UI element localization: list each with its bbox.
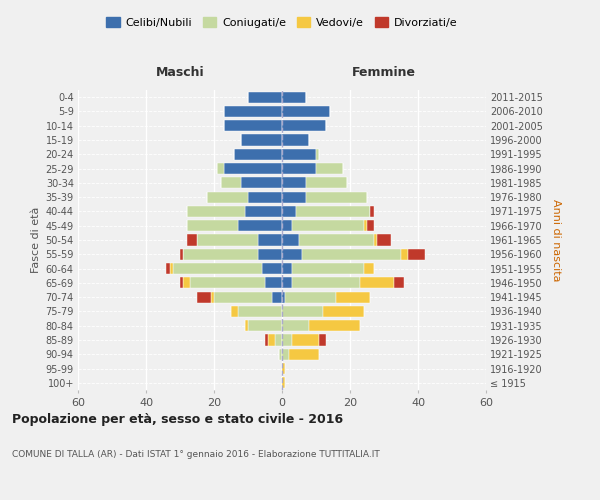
Bar: [282, 234, 299, 246]
Bar: [292, 334, 319, 345]
Bar: [282, 106, 329, 117]
Bar: [289, 348, 319, 360]
Bar: [217, 163, 224, 174]
Bar: [364, 220, 367, 232]
Bar: [401, 248, 408, 260]
Bar: [190, 278, 265, 288]
Bar: [245, 320, 248, 332]
Bar: [187, 220, 238, 232]
Bar: [282, 306, 323, 317]
Bar: [282, 248, 302, 260]
Bar: [367, 220, 374, 232]
Bar: [268, 334, 275, 345]
Bar: [265, 278, 282, 288]
Bar: [408, 248, 425, 260]
Bar: [337, 292, 370, 302]
Bar: [286, 292, 337, 302]
Bar: [282, 263, 292, 274]
Bar: [319, 334, 326, 345]
Bar: [282, 378, 286, 388]
Bar: [323, 306, 364, 317]
Text: Maschi: Maschi: [155, 66, 205, 78]
Bar: [248, 320, 282, 332]
Bar: [282, 348, 289, 360]
Bar: [221, 178, 241, 188]
Bar: [282, 148, 316, 160]
Bar: [187, 206, 245, 217]
Bar: [282, 120, 326, 132]
Bar: [394, 278, 404, 288]
Bar: [282, 134, 309, 145]
Bar: [238, 220, 282, 232]
Bar: [282, 178, 306, 188]
Bar: [197, 292, 211, 302]
Bar: [173, 263, 262, 274]
Bar: [282, 278, 292, 288]
Bar: [316, 148, 319, 160]
Bar: [187, 234, 197, 246]
Bar: [275, 334, 282, 345]
Bar: [316, 163, 343, 174]
Bar: [258, 234, 282, 246]
Bar: [258, 248, 282, 260]
Bar: [302, 248, 401, 260]
Bar: [241, 178, 282, 188]
Bar: [224, 163, 282, 174]
Bar: [211, 292, 214, 302]
Bar: [238, 306, 282, 317]
Bar: [292, 278, 360, 288]
Bar: [184, 278, 190, 288]
Bar: [180, 278, 184, 288]
Bar: [170, 263, 173, 274]
Bar: [207, 192, 248, 202]
Text: COMUNE DI TALLA (AR) - Dati ISTAT 1° gennaio 2016 - Elaborazione TUTTITALIA.IT: COMUNE DI TALLA (AR) - Dati ISTAT 1° gen…: [12, 450, 380, 459]
Bar: [197, 234, 258, 246]
Bar: [214, 292, 272, 302]
Bar: [296, 206, 370, 217]
Bar: [309, 320, 360, 332]
Bar: [272, 292, 282, 302]
Bar: [282, 206, 296, 217]
Bar: [282, 363, 286, 374]
Bar: [224, 106, 282, 117]
Bar: [377, 234, 391, 246]
Bar: [235, 148, 282, 160]
Y-axis label: Fasce di età: Fasce di età: [31, 207, 41, 273]
Bar: [248, 92, 282, 102]
Bar: [262, 263, 282, 274]
Bar: [306, 192, 367, 202]
Bar: [180, 248, 184, 260]
Bar: [231, 306, 238, 317]
Bar: [265, 334, 268, 345]
Bar: [292, 263, 364, 274]
Bar: [360, 278, 394, 288]
Bar: [224, 120, 282, 132]
Text: Femmine: Femmine: [352, 66, 416, 78]
Bar: [166, 263, 170, 274]
Bar: [282, 292, 286, 302]
Text: Popolazione per età, sesso e stato civile - 2016: Popolazione per età, sesso e stato civil…: [12, 412, 343, 426]
Bar: [292, 220, 364, 232]
Bar: [374, 234, 377, 246]
Bar: [282, 192, 306, 202]
Bar: [370, 206, 374, 217]
Bar: [184, 248, 258, 260]
Bar: [299, 234, 374, 246]
Bar: [282, 320, 309, 332]
Bar: [306, 178, 347, 188]
Y-axis label: Anni di nascita: Anni di nascita: [551, 198, 562, 281]
Bar: [282, 163, 316, 174]
Bar: [278, 348, 282, 360]
Bar: [282, 92, 306, 102]
Bar: [282, 334, 292, 345]
Bar: [364, 263, 374, 274]
Bar: [248, 192, 282, 202]
Bar: [282, 220, 292, 232]
Legend: Celibi/Nubili, Coniugati/e, Vedovi/e, Divorziati/e: Celibi/Nubili, Coniugati/e, Vedovi/e, Di…: [102, 13, 462, 32]
Bar: [245, 206, 282, 217]
Bar: [241, 134, 282, 145]
